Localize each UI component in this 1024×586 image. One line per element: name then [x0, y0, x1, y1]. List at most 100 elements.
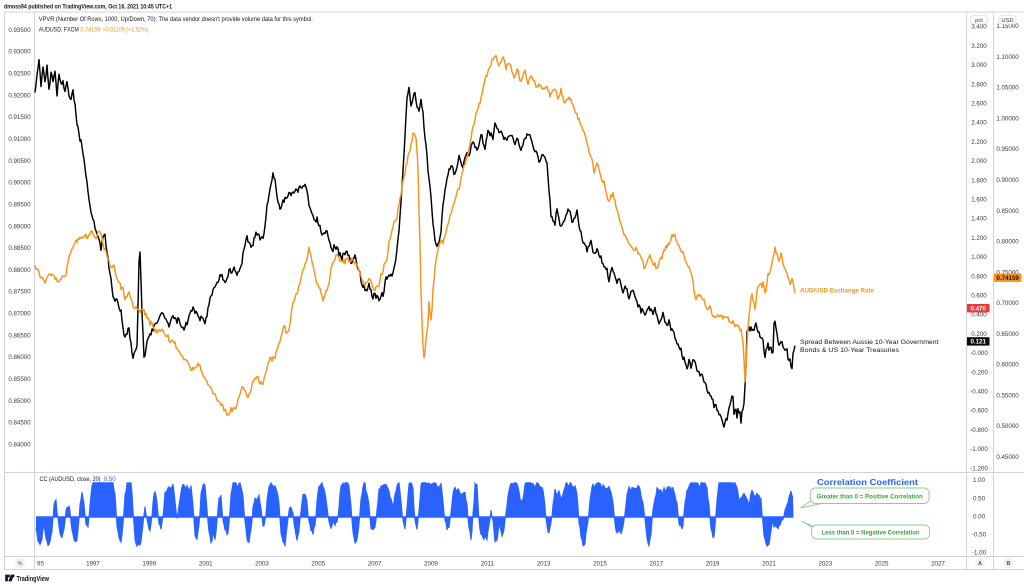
svg-text:3.000: 3.000 — [971, 62, 987, 69]
svg-text:2025: 2025 — [875, 560, 889, 567]
svg-text:0.84000: 0.84000 — [8, 442, 31, 449]
svg-text:2009: 2009 — [424, 560, 438, 567]
svg-text:0.93000: 0.93000 — [8, 49, 31, 56]
svg-text:2019: 2019 — [706, 560, 720, 567]
svg-text:USD: USD — [1001, 18, 1013, 24]
svg-text:0.88000: 0.88000 — [8, 267, 31, 274]
svg-text:+0.01109 (+1.52%): +0.01109 (+1.52%) — [103, 26, 149, 33]
svg-text:0.200: 0.200 — [971, 331, 987, 338]
svg-text:0.80000: 0.80000 — [996, 239, 1019, 246]
svg-text:2023: 2023 — [818, 560, 832, 567]
svg-text:2017: 2017 — [649, 560, 663, 567]
svg-text:2.600: 2.600 — [971, 101, 987, 108]
svg-text:0.50: 0.50 — [104, 476, 117, 483]
svg-text:B: B — [1007, 561, 1011, 567]
svg-text:2015: 2015 — [593, 560, 607, 567]
svg-text:Spread Between Aussie 10-Year: Spread Between Aussie 10-Year Government — [800, 339, 939, 346]
svg-text:0.89000: 0.89000 — [8, 223, 31, 230]
svg-text:0.88500: 0.88500 — [8, 245, 31, 252]
svg-text:0.50000: 0.50000 — [996, 423, 1019, 430]
svg-text:CC (AUDUSD, close, 20): CC (AUDUSD, close, 20) — [40, 476, 101, 483]
svg-text:2.400: 2.400 — [971, 120, 987, 127]
svg-text:0.55000: 0.55000 — [996, 392, 1019, 399]
svg-text:0.70000: 0.70000 — [996, 300, 1019, 307]
svg-text:-0.200: -0.200 — [970, 369, 988, 376]
svg-text:0.800: 0.800 — [971, 273, 987, 280]
svg-text:0.92000: 0.92000 — [8, 92, 31, 99]
svg-text:2007: 2007 — [368, 560, 382, 567]
svg-text:0.85000: 0.85000 — [996, 208, 1019, 215]
svg-text:2011: 2011 — [481, 560, 495, 567]
svg-text:A: A — [978, 561, 982, 567]
svg-text:0.91500: 0.91500 — [8, 114, 31, 121]
svg-text:Correlation Coefficient: Correlation Coefficient — [817, 477, 918, 487]
svg-text:0.00: 0.00 — [973, 513, 986, 520]
svg-text:0.600: 0.600 — [971, 293, 987, 300]
svg-text:2013: 2013 — [537, 560, 551, 567]
svg-text:1.15000: 1.15000 — [996, 23, 1019, 30]
svg-text:0.90000: 0.90000 — [996, 177, 1019, 184]
svg-text:2027: 2027 — [931, 560, 945, 567]
svg-text:1.400: 1.400 — [971, 216, 987, 223]
svg-text:0.121: 0.121 — [970, 339, 986, 346]
svg-text:0.93500: 0.93500 — [8, 27, 31, 34]
svg-text:0.400: 0.400 — [971, 312, 987, 319]
svg-text:TradingView: TradingView — [17, 574, 50, 583]
svg-text:AUDUSD, FXCM: AUDUSD, FXCM — [39, 26, 79, 33]
svg-text:0.85500: 0.85500 — [8, 376, 31, 383]
svg-text:2.000: 2.000 — [971, 158, 987, 165]
svg-text:0.45000: 0.45000 — [996, 454, 1019, 461]
svg-text:0.85000: 0.85000 — [8, 398, 31, 405]
svg-text:2005: 2005 — [311, 560, 325, 567]
svg-text:Bonds & US 10-Year Treasuries: Bonds & US 10-Year Treasuries — [800, 347, 899, 354]
svg-text:1997: 1997 — [86, 560, 100, 567]
svg-text:1999: 1999 — [142, 560, 156, 567]
svg-text:-1.000: -1.000 — [970, 446, 988, 453]
svg-text:1.600: 1.600 — [971, 197, 987, 204]
svg-text:-1.200: -1.200 — [970, 465, 988, 472]
svg-text:1.00: 1.00 — [973, 477, 986, 484]
svg-text:2021: 2021 — [762, 560, 776, 567]
svg-text:0.84500: 0.84500 — [8, 420, 31, 427]
svg-text:-0.50: -0.50 — [972, 532, 987, 539]
svg-text:0.65000: 0.65000 — [996, 331, 1019, 338]
svg-text:3.400: 3.400 — [971, 24, 987, 31]
svg-text:0.95000: 0.95000 — [996, 146, 1019, 153]
svg-text:0.92500: 0.92500 — [8, 71, 31, 78]
svg-text:0.74159: 0.74159 — [80, 26, 100, 33]
svg-text:-0.400: -0.400 — [970, 389, 988, 396]
svg-text:0.75000: 0.75000 — [996, 269, 1019, 276]
svg-text:0.86000: 0.86000 — [8, 354, 31, 361]
svg-text:3.200: 3.200 — [971, 43, 987, 50]
svg-text:AUD/USD Exchange Rate: AUD/USD Exchange Rate — [800, 287, 874, 294]
svg-text:1.200: 1.200 — [971, 235, 987, 242]
svg-text:2001: 2001 — [199, 560, 213, 567]
svg-text:0.90500: 0.90500 — [8, 158, 31, 165]
svg-text:0.87000: 0.87000 — [8, 311, 31, 318]
svg-text:1.000: 1.000 — [971, 254, 987, 261]
svg-text:2003: 2003 — [255, 560, 269, 567]
svg-text:1.10000: 1.10000 — [996, 54, 1019, 61]
svg-text:0.90000: 0.90000 — [8, 180, 31, 187]
svg-text:1.800: 1.800 — [971, 177, 987, 184]
svg-text:0.470: 0.470 — [970, 305, 986, 312]
svg-text:-0.800: -0.800 — [970, 427, 988, 434]
svg-text:-0.000: -0.000 — [970, 350, 988, 357]
svg-text:0.86500: 0.86500 — [8, 332, 31, 339]
svg-text:1.05000: 1.05000 — [996, 85, 1019, 92]
svg-text:pct: pct — [975, 18, 983, 24]
svg-text:0.91000: 0.91000 — [8, 136, 31, 143]
svg-text:2.800: 2.800 — [971, 81, 987, 88]
svg-text:0.89500: 0.89500 — [8, 202, 31, 209]
svg-text:0.60000: 0.60000 — [996, 362, 1019, 369]
svg-text:dmoss94 published on TradingVi: dmoss94 published on TradingView.com, Oc… — [4, 4, 172, 11]
svg-text:0.50: 0.50 — [973, 495, 986, 502]
svg-text:95: 95 — [37, 560, 44, 567]
svg-text:1.00000: 1.00000 — [996, 116, 1019, 123]
svg-text:Greater than 0 = Positive Corr: Greater than 0 = Positive Correlation — [817, 493, 923, 500]
svg-text:2.200: 2.200 — [971, 139, 987, 146]
svg-text:0.87500: 0.87500 — [8, 289, 31, 296]
svg-text:-1.00: -1.00 — [972, 550, 987, 557]
svg-text:Less than 0 = Negative Correla: Less than 0 = Negative Correlation — [822, 530, 920, 537]
svg-text:0.74159: 0.74159 — [997, 275, 1020, 282]
